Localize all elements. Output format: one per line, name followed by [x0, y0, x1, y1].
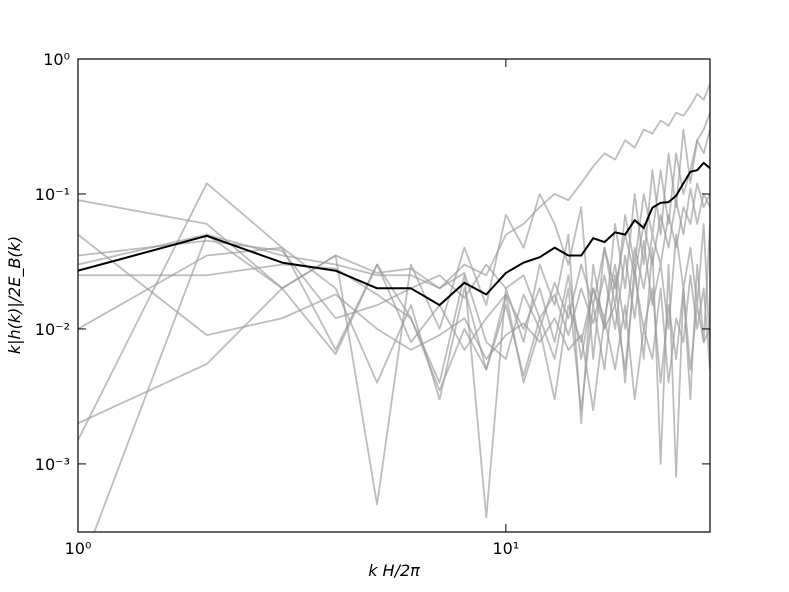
data-line: [78, 182, 710, 478]
x-tick-label: 10⁰: [65, 539, 92, 558]
data-line: [78, 246, 710, 384]
data-line: [78, 233, 710, 412]
data-line: [78, 83, 710, 290]
data-line: [78, 223, 710, 350]
y-axis-label: k|h(k)|/2E_B(k): [5, 236, 25, 354]
data-line: [78, 187, 710, 425]
y-tick-label: 10⁻²: [35, 320, 70, 339]
x-axis-label: k H/2π: [368, 561, 420, 580]
y-tick-label: 10⁻¹: [35, 185, 70, 204]
x-tick-label: 10¹: [492, 539, 519, 558]
y-tick-label: 10⁻³: [35, 455, 70, 474]
data-line: [78, 161, 710, 307]
plot-frame: [77, 58, 711, 533]
plot-lines: [78, 83, 710, 532]
y-tick-label: 10⁰: [43, 50, 70, 69]
